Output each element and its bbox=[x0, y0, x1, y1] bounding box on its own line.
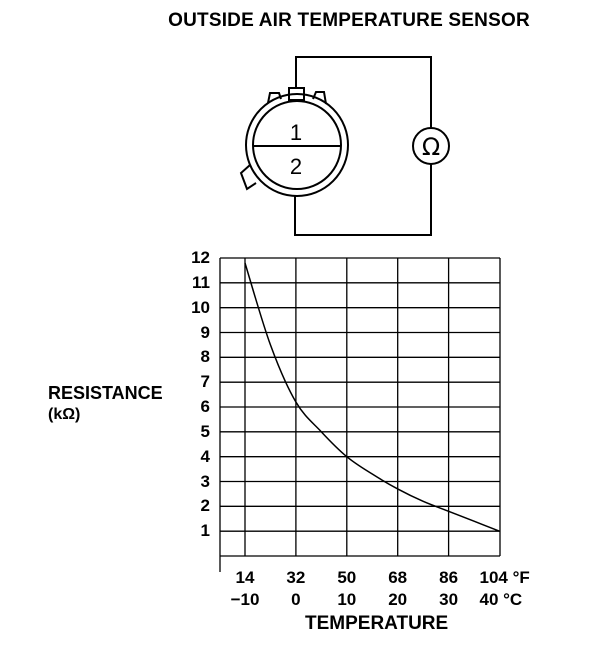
x-tick-label-celsius: 0 bbox=[291, 590, 301, 609]
x-tick-label-fahrenheit: 86 bbox=[439, 568, 459, 587]
y-tick-label: 10 bbox=[191, 297, 210, 317]
x-tick-label-celsius: 10 bbox=[337, 590, 357, 609]
y-tick-label: 3 bbox=[200, 471, 210, 491]
wire-pin2 bbox=[294, 164, 432, 236]
connector-outer-ring bbox=[245, 93, 349, 197]
y-tick-label: 6 bbox=[200, 397, 210, 416]
y-tick-label: 12 bbox=[191, 248, 210, 267]
sensor-connector bbox=[239, 56, 450, 236]
chart-grid bbox=[219, 257, 501, 572]
ohmmeter-icon bbox=[412, 127, 450, 165]
y-tick-label: 4 bbox=[200, 446, 210, 466]
connector-tab-right bbox=[312, 91, 327, 105]
y-axis-title: RESISTANCE bbox=[48, 383, 163, 403]
x-tick-label-fahrenheit: 50 bbox=[337, 568, 357, 587]
y-tick-label: 5 bbox=[200, 421, 210, 441]
y-axis-unit: (kΩ) bbox=[48, 406, 81, 423]
wire-pin1 bbox=[295, 56, 432, 128]
x-tick-label-fahrenheit: 14 bbox=[235, 568, 255, 587]
connector-tab-left bbox=[267, 92, 282, 104]
y-tick-label: 1 bbox=[200, 521, 210, 541]
ohm-symbol: Ω bbox=[422, 133, 440, 161]
connector-pin-1-label: 1 bbox=[290, 120, 302, 145]
x-tick-label-celsius: 30 bbox=[439, 590, 459, 609]
y-tick-label: 9 bbox=[200, 322, 210, 342]
resistance-curve bbox=[244, 262, 500, 532]
y-tick-label: 7 bbox=[200, 372, 210, 392]
x-axis-label: TEMPERATURE bbox=[305, 613, 449, 634]
x-tick-label-celsius: 40 °C bbox=[479, 590, 523, 609]
y-axis-label: RESISTANCE (kΩ) bbox=[48, 382, 163, 426]
diagram-title: OUTSIDE AIR TEMPERATURE SENSOR bbox=[168, 10, 530, 31]
connector-pin-2-label: 2 bbox=[290, 154, 302, 179]
x-tick-label-fahrenheit: 68 bbox=[388, 568, 408, 587]
x-tick-label-fahrenheit: 104 °F bbox=[479, 568, 530, 587]
x-tick-label-fahrenheit: 32 bbox=[286, 568, 306, 587]
y-tick-label: 8 bbox=[200, 347, 210, 367]
x-tick-label-celsius: 20 bbox=[388, 590, 408, 609]
y-tick-label: 2 bbox=[200, 496, 210, 516]
x-tick-label-celsius: −10 bbox=[230, 590, 260, 609]
y-tick-label: 11 bbox=[192, 272, 210, 292]
connector-latch bbox=[239, 164, 257, 191]
